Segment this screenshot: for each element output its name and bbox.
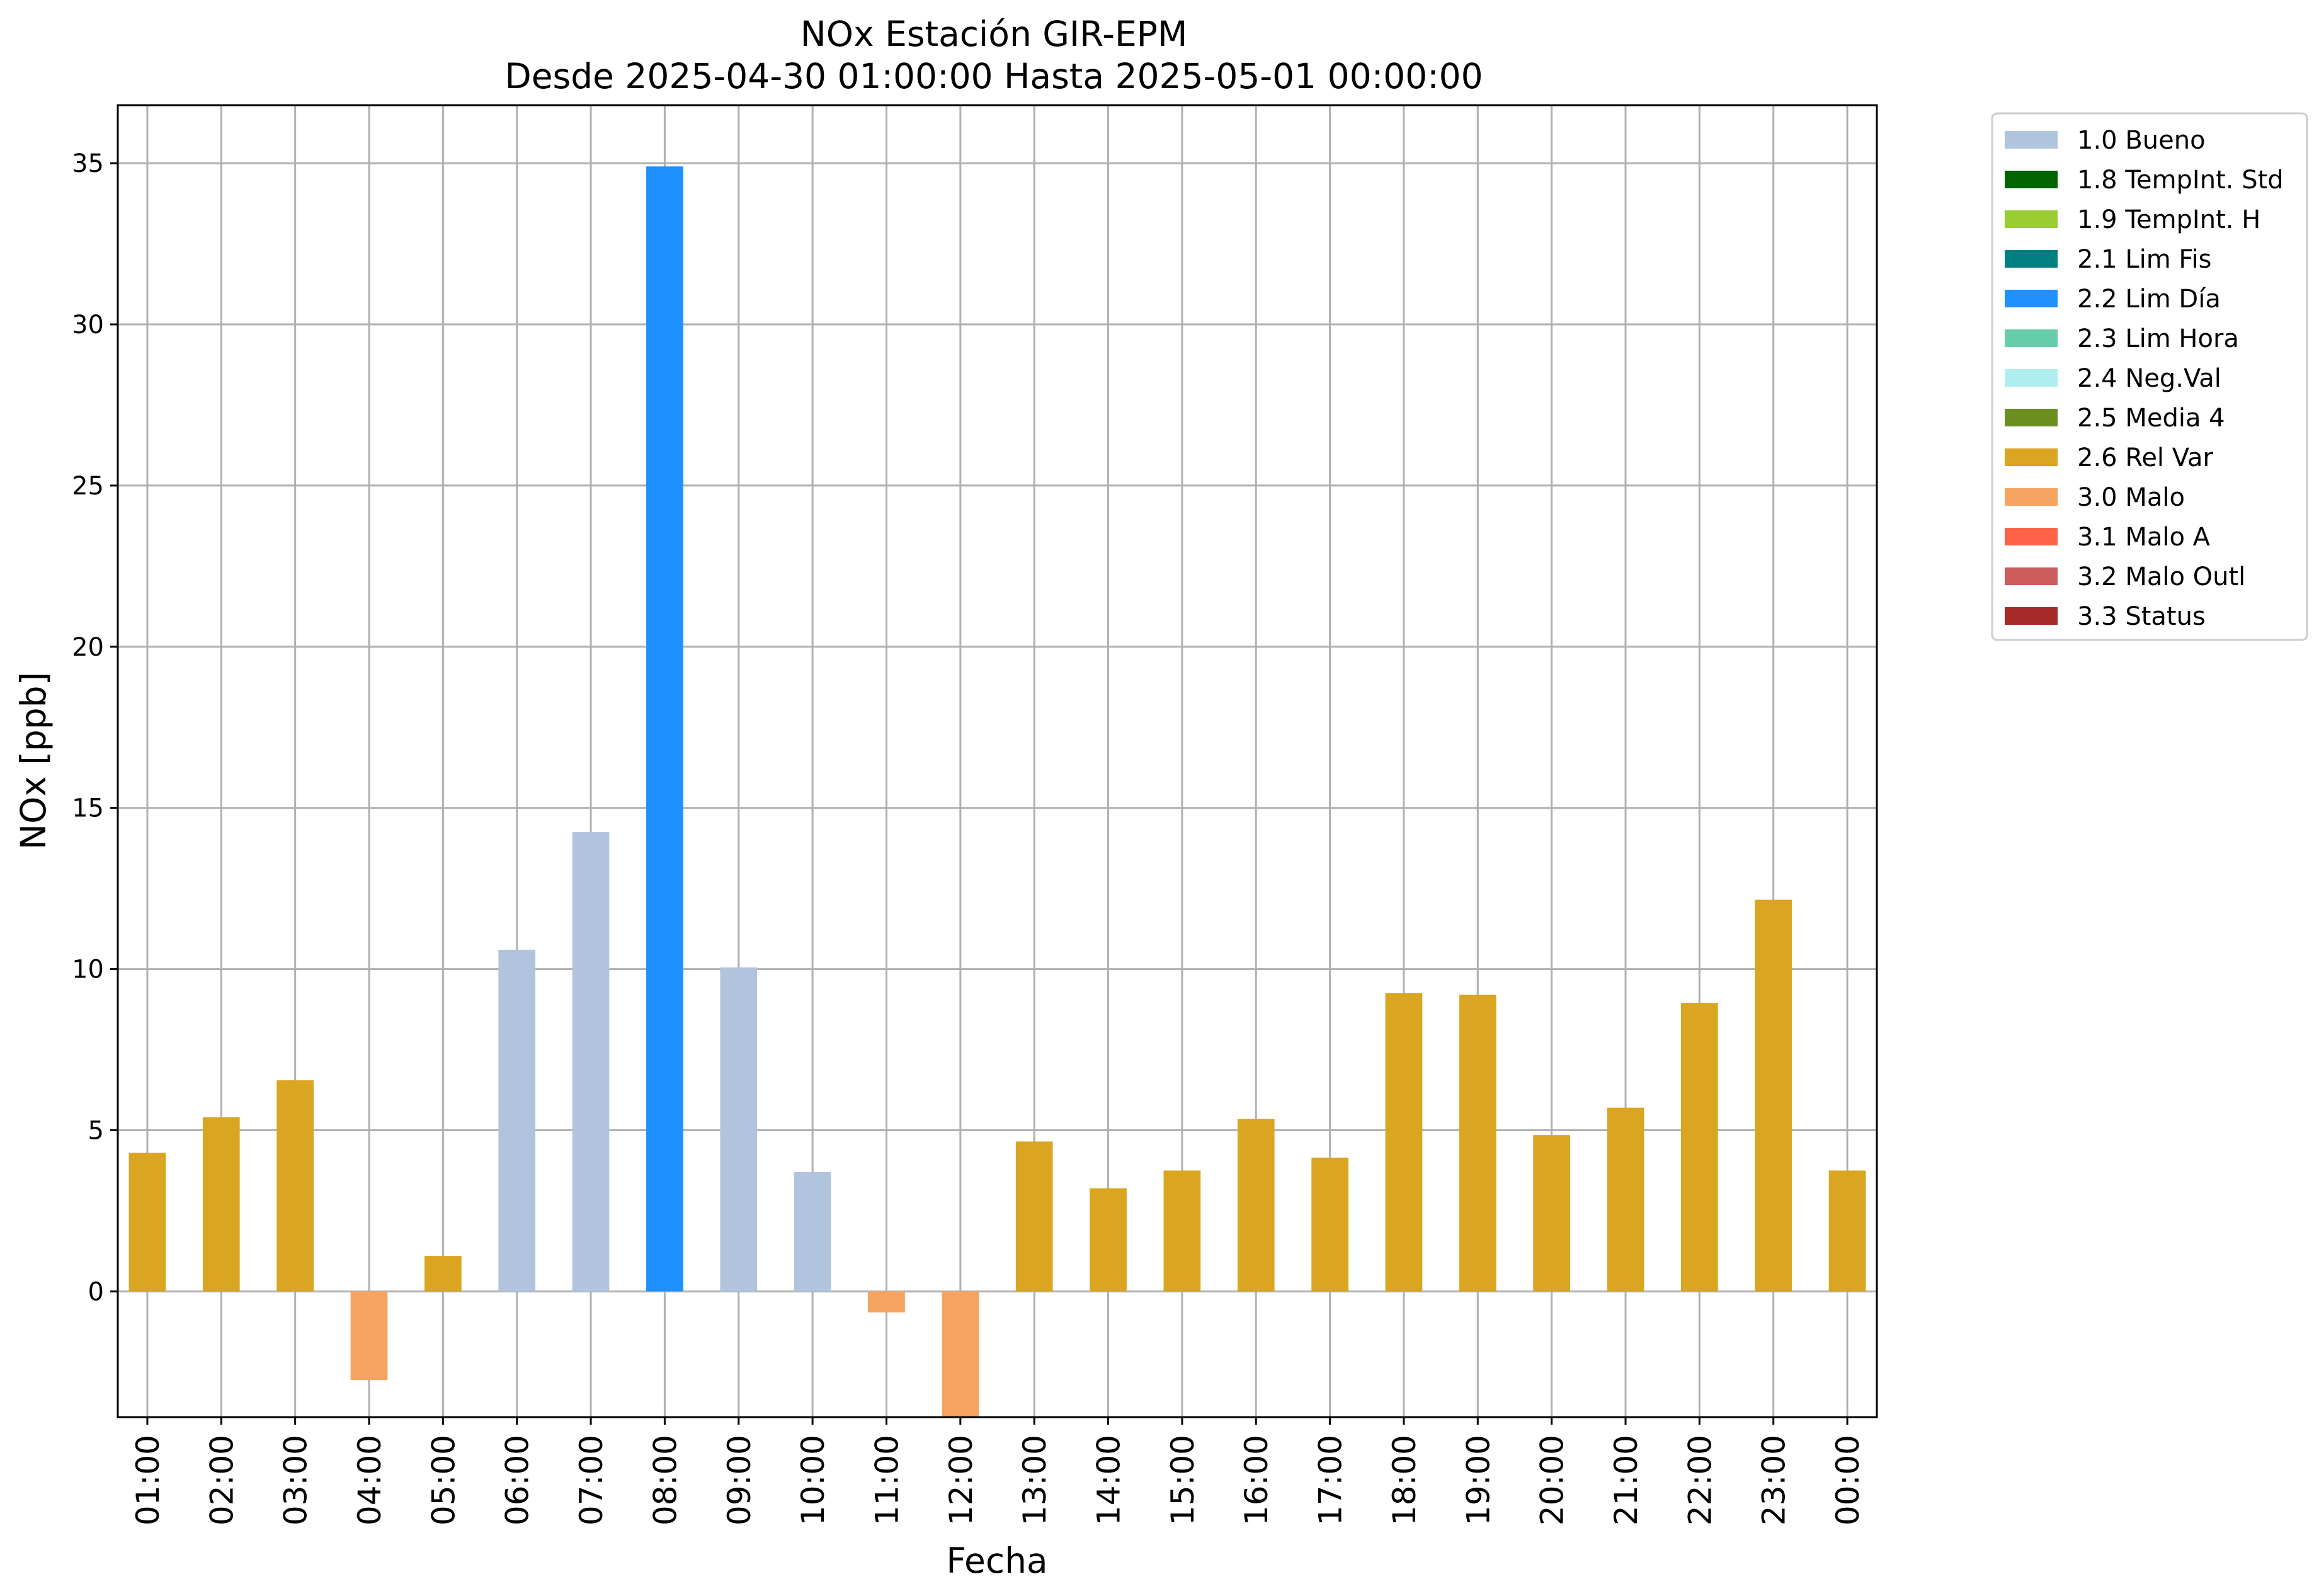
bar-22:00: [1681, 1003, 1718, 1292]
bar-18:00: [1385, 993, 1423, 1292]
x-tick-label: 04:00: [351, 1435, 388, 1525]
x-tick-label: 05:00: [425, 1435, 462, 1525]
bar-01:00: [128, 1153, 166, 1292]
bar-19:00: [1459, 995, 1496, 1292]
bar-08:00: [646, 166, 683, 1292]
legend-swatch: [2005, 250, 2058, 268]
legend-swatch: [2005, 171, 2058, 188]
legend-swatch: [2005, 488, 2058, 506]
legend-label: 3.1 Malo A: [2077, 523, 2211, 552]
bar-23:00: [1755, 899, 1792, 1292]
plot-frame: [117, 104, 1878, 1418]
legend-swatch: [2005, 448, 2058, 466]
bar-13:00: [1015, 1141, 1053, 1292]
bar-02:00: [202, 1117, 240, 1292]
legend-swatch: [2005, 607, 2058, 625]
bar-10:00: [794, 1172, 831, 1292]
bar-05:00: [424, 1256, 462, 1292]
bar-16:00: [1237, 1119, 1275, 1292]
x-tick-label: 08:00: [647, 1435, 683, 1525]
y-tick-label: 20: [72, 633, 104, 662]
legend-swatch: [2005, 369, 2058, 387]
x-tick-label: 17:00: [1313, 1435, 1349, 1525]
legend-frame: [1991, 112, 2308, 641]
legend-swatch: [2005, 290, 2058, 307]
y-tick-label: 30: [72, 311, 104, 339]
x-tick-label: 09:00: [721, 1435, 758, 1525]
bar-11:00: [868, 1291, 905, 1313]
x-tick-label: 16:00: [1238, 1435, 1275, 1525]
bar-15:00: [1163, 1170, 1201, 1292]
legend-label: 2.6 Rel Var: [2077, 443, 2214, 472]
x-tick-label: 13:00: [1017, 1435, 1053, 1525]
x-tick-label: 15:00: [1165, 1435, 1201, 1525]
bar-03:00: [276, 1080, 314, 1292]
x-tick-label: 10:00: [795, 1435, 831, 1525]
bar-09:00: [720, 967, 758, 1292]
x-tick-label: 03:00: [278, 1435, 314, 1525]
legend-label: 2.3 Lim Hora: [2077, 324, 2239, 353]
legend-swatch: [2005, 329, 2058, 347]
x-tick-label: 00:00: [1830, 1435, 1866, 1525]
legend-label: 1.8 TempInt. Std: [2077, 166, 2284, 195]
y-axis-label: NOx [ppb]: [13, 672, 54, 850]
bar-20:00: [1533, 1135, 1570, 1292]
y-tick-label: 15: [72, 794, 104, 823]
x-tick-label: 20:00: [1534, 1435, 1571, 1525]
bar-14:00: [1090, 1188, 1127, 1292]
x-tick-label: 07:00: [573, 1435, 610, 1525]
legend: 1.0 Bueno 1.8 TempInt. Std 1.9 TempInt. H 2…: [1991, 112, 2308, 641]
x-tick-label: 01:00: [130, 1435, 166, 1525]
legend-label: 1.0 Bueno: [2077, 126, 2206, 155]
legend-label: 3.0 Malo: [2077, 483, 2185, 512]
y-tick-label: 10: [72, 955, 104, 984]
y-tick-label: 25: [72, 472, 104, 501]
legend-label: 2.5 Media 4: [2077, 404, 2225, 433]
x-tick-label: 14:00: [1091, 1435, 1127, 1525]
x-tick-label: 23:00: [1756, 1435, 1792, 1525]
bar-17:00: [1311, 1158, 1348, 1292]
bar-21:00: [1607, 1107, 1644, 1292]
y-tick-label: 5: [88, 1117, 104, 1146]
y-tick-label: 0: [88, 1277, 104, 1306]
bar-12:00: [942, 1291, 979, 1417]
legend-label: 2.4 Neg.Val: [2077, 364, 2221, 393]
y-tick-label: 35: [72, 149, 104, 178]
x-tick-label: 12:00: [943, 1435, 979, 1525]
x-tick-label: 19:00: [1460, 1435, 1496, 1525]
legend-label: 2.1 Lim Fis: [2077, 245, 2211, 274]
x-tick-label: 18:00: [1386, 1435, 1423, 1525]
x-axis-label: Fecha: [946, 1541, 1047, 1581]
bar-04:00: [350, 1291, 388, 1381]
bars: [128, 166, 1866, 1417]
x-tick-label: 11:00: [869, 1435, 905, 1525]
legend-swatch: [2005, 210, 2058, 228]
x-tick-label: 02:00: [203, 1435, 240, 1525]
legend-label: 1.9 TempInt. H: [2077, 205, 2260, 234]
legend-swatch: [2005, 528, 2058, 545]
y-ticks: 0 5 10 15 20 25 30 35: [72, 149, 118, 1306]
legend-swatch: [2005, 131, 2058, 149]
x-ticks: 01:00 02:00 03:00 04:00 05:00 06:00 07:00 08:00…: [130, 1417, 1866, 1525]
legend-swatch: [2005, 567, 2058, 585]
chart-title: NOx Estación GIR-EPM: [801, 14, 1188, 54]
x-tick-label: 22:00: [1682, 1435, 1718, 1525]
legend-label: 2.2 Lim Día: [2077, 285, 2221, 314]
legend-label: 3.2 Malo Outl: [2077, 562, 2245, 591]
bar-06:00: [498, 949, 536, 1292]
bar-07:00: [572, 832, 610, 1292]
legend-swatch: [2005, 409, 2058, 426]
legend-label: 3.3 Status: [2077, 602, 2206, 631]
x-tick-label: 06:00: [499, 1435, 536, 1525]
bar-00:00: [1828, 1170, 1866, 1292]
x-tick-label: 21:00: [1608, 1435, 1644, 1525]
chart-subtitle: Desde 2025-04-30 01:00:00 Hasta 2025-05-…: [504, 56, 1483, 96]
